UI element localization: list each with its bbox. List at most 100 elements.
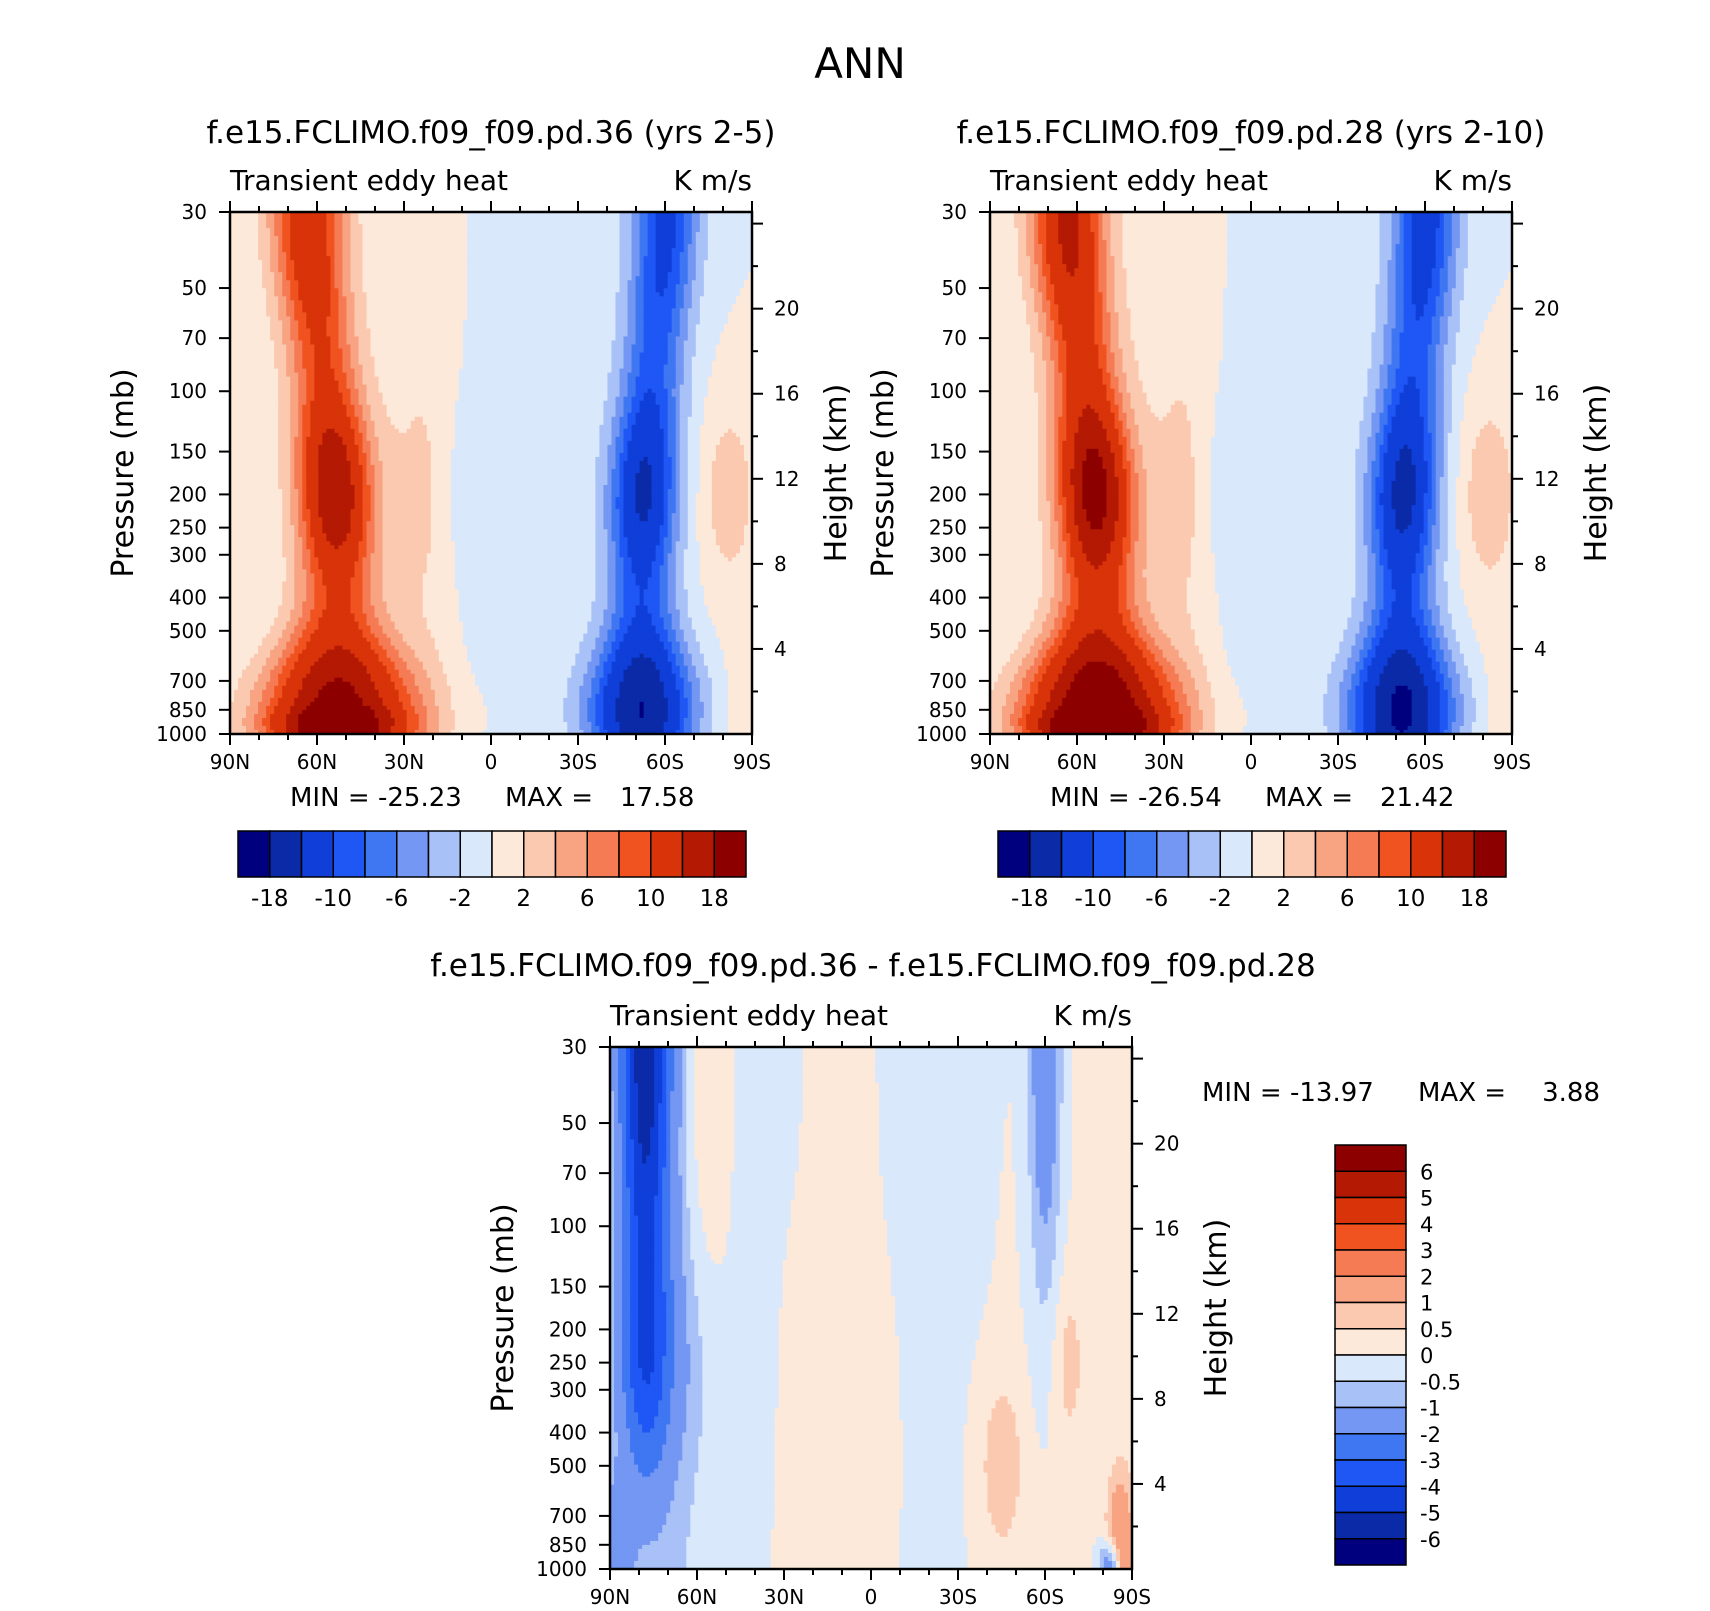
- field-cell: [298, 264, 303, 269]
- field-cell: [567, 212, 572, 217]
- field-cell: [515, 236, 520, 241]
- field-cell: [635, 220, 641, 225]
- field-cell: [543, 284, 548, 289]
- field-cell: [370, 308, 376, 313]
- field-cell: [499, 284, 504, 289]
- field-cell: [683, 232, 689, 237]
- field-cell: [254, 360, 259, 366]
- field-cell: [446, 252, 452, 257]
- field-cell: [418, 316, 424, 322]
- field-cell: [687, 264, 693, 269]
- field-cell: [346, 328, 352, 334]
- field-cell: [603, 292, 609, 297]
- field-cell: [491, 228, 496, 233]
- field-cell: [727, 252, 733, 257]
- field-cell: [683, 352, 689, 358]
- field-cell: [519, 232, 524, 237]
- field-cell: [555, 220, 560, 225]
- field-cell: [290, 220, 295, 225]
- field-cell: [446, 244, 452, 249]
- field-cell: [458, 316, 464, 322]
- field-cell: [478, 244, 484, 249]
- field-cell: [238, 296, 243, 301]
- field-cell: [527, 312, 532, 317]
- field-cell: [535, 316, 540, 322]
- field-cell: [466, 268, 472, 273]
- field-cell: [290, 212, 295, 217]
- field-cell: [623, 276, 629, 281]
- field-cell: [270, 236, 275, 241]
- field-cell: [282, 352, 287, 358]
- field-cell: [627, 256, 633, 261]
- field-cell: [695, 284, 701, 289]
- field-cell: [683, 248, 689, 253]
- field-cell: [322, 352, 327, 358]
- field-cell: [715, 212, 721, 217]
- field-cell: [426, 216, 432, 221]
- field-cell: [571, 308, 576, 313]
- field-cell: [567, 344, 572, 350]
- field-cell: [382, 232, 388, 237]
- field-cell: [527, 264, 532, 269]
- field-cell: [655, 344, 661, 350]
- field-cell: [306, 280, 311, 285]
- field-cell: [402, 356, 408, 362]
- field-cell: [310, 248, 315, 253]
- field-cell: [422, 292, 428, 297]
- field-cell: [250, 332, 255, 338]
- field-cell: [667, 256, 673, 261]
- field-cell: [739, 296, 745, 301]
- field-cell: [723, 216, 729, 221]
- field-cell: [575, 336, 580, 342]
- field-cell: [410, 256, 416, 261]
- field-cell: [250, 212, 255, 217]
- field-cell: [286, 236, 291, 241]
- field-cell: [250, 316, 255, 322]
- field-cell: [683, 332, 689, 338]
- field-cell: [735, 268, 741, 273]
- field-cell: [302, 356, 307, 362]
- field-cell: [250, 240, 255, 245]
- field-cell: [639, 320, 645, 326]
- field-cell: [519, 228, 524, 233]
- field-cell: [691, 248, 697, 253]
- field-cell: [695, 288, 701, 293]
- field-cell: [651, 276, 657, 281]
- field-cell: [334, 236, 340, 241]
- field-cell: [503, 276, 508, 281]
- field-cell: [442, 360, 448, 366]
- field-cell: [354, 252, 360, 257]
- field-cell: [551, 360, 556, 366]
- field-cell: [350, 228, 356, 233]
- field-cell: [478, 268, 484, 273]
- field-cell: [314, 256, 319, 261]
- field-cell: [495, 292, 500, 297]
- field-cell: [531, 292, 536, 297]
- field-cell: [258, 284, 263, 289]
- field-cell: [611, 360, 617, 366]
- field-cell: [531, 328, 536, 334]
- field-cell: [543, 288, 548, 293]
- field-cell: [246, 264, 251, 269]
- field-cell: [655, 336, 661, 342]
- field-cell: [450, 276, 456, 281]
- field-cell: [378, 236, 384, 241]
- field-cell: [278, 276, 283, 281]
- field-cell: [567, 244, 572, 249]
- field-cell: [703, 332, 709, 338]
- panel-1-units-label: K m/s: [673, 164, 752, 197]
- field-cell: [434, 344, 440, 350]
- field-cell: [495, 296, 500, 301]
- field-cell: [735, 300, 741, 305]
- field-cell: [563, 264, 568, 269]
- field-cell: [587, 304, 592, 309]
- field-cell: [695, 264, 701, 269]
- field-cell: [515, 260, 520, 265]
- field-cell: [615, 260, 621, 265]
- field-cell: [330, 312, 335, 317]
- field-cell: [438, 212, 444, 217]
- field-cell: [426, 256, 432, 261]
- field-cell: [486, 224, 492, 229]
- field-cell: [454, 240, 460, 245]
- field-cell: [474, 236, 480, 241]
